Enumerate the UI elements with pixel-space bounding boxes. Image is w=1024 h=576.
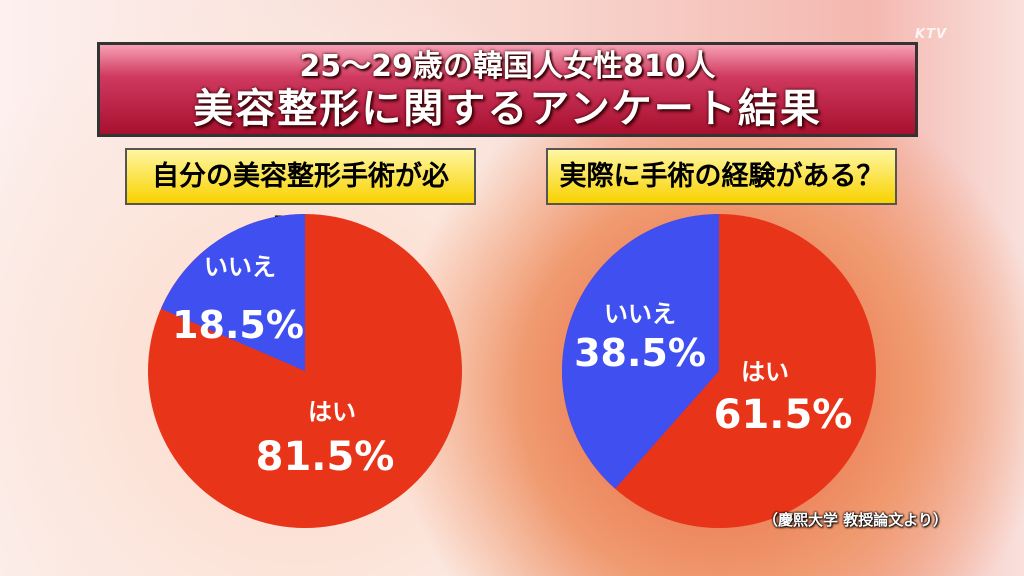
source-note: （慶熙大学 教授論文より）: [763, 511, 948, 529]
question-left: 自分の美容整形手術が必要？: [125, 148, 476, 245]
pie-label-yes-category: はい: [308, 398, 356, 426]
title-line2: 美容整形に関するアンケート結果: [193, 86, 822, 132]
pie-label-no-value: 18.5%: [172, 303, 304, 347]
title-banner: 25〜29歳の韓国人女性810人 美容整形に関するアンケート結果: [97, 42, 918, 137]
pie-label-yes-category: はい: [741, 358, 789, 386]
pie-slice-no: [561, 214, 719, 489]
pie-label-no-value: 38.5%: [574, 331, 706, 375]
channel-logo: KTV: [915, 27, 948, 42]
pie-label-yes-value: 81.5%: [256, 434, 395, 480]
title-line1: 25〜29歳の韓国人女性810人: [299, 49, 716, 84]
question-right: 実際に手術の経験がある？: [546, 148, 897, 205]
pie-label-no-category: いいえ: [604, 300, 676, 328]
pie-slice-no: [160, 214, 305, 371]
pie-label-yes-value: 61.5%: [714, 392, 853, 438]
pie-label-no-category: いいえ: [204, 253, 276, 281]
